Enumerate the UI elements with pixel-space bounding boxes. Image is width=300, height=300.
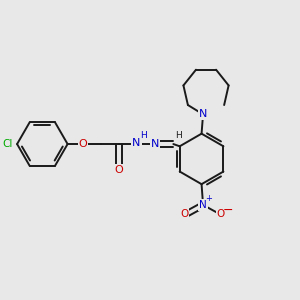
Text: −: − — [223, 204, 234, 217]
Text: H: H — [140, 131, 147, 140]
Text: N: N — [132, 138, 141, 148]
Text: Cl: Cl — [2, 139, 13, 149]
Text: N: N — [151, 139, 159, 149]
Text: O: O — [180, 209, 188, 219]
Text: H: H — [175, 131, 182, 140]
Text: O: O — [79, 139, 87, 149]
Text: +: + — [205, 194, 212, 203]
Text: O: O — [217, 209, 225, 219]
Text: N: N — [199, 110, 207, 119]
Text: N: N — [199, 200, 207, 210]
Text: O: O — [114, 165, 123, 175]
